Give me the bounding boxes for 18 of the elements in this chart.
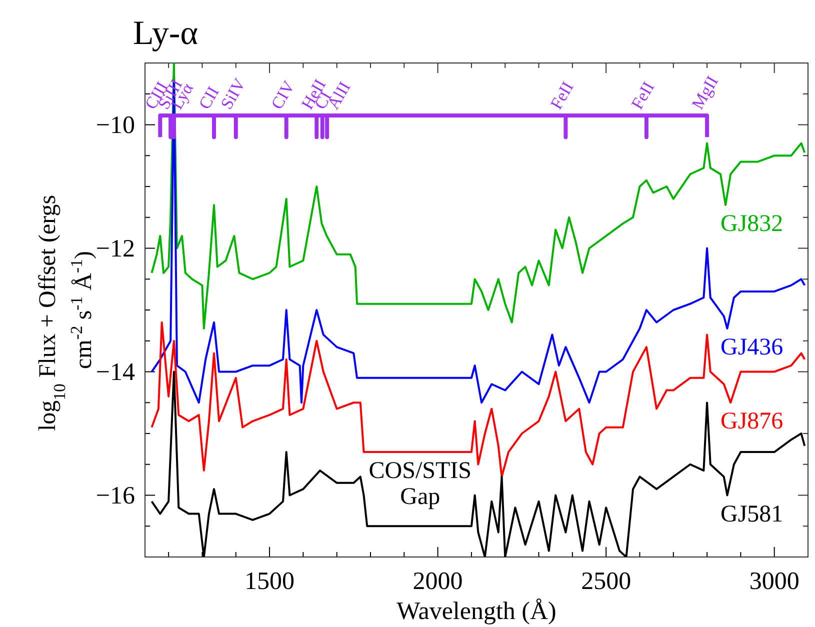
- y-tick-label: −10: [96, 112, 135, 139]
- annotation: CII: [195, 83, 223, 112]
- series-label: GJ436: [720, 334, 784, 361]
- chart-title: Ly-α: [133, 15, 198, 52]
- x-tick-label: 3000: [749, 568, 800, 595]
- y-tick-label: −12: [96, 235, 135, 262]
- x-axis-title: Wavelength (Å): [396, 598, 556, 625]
- y-tick-label: −14: [96, 358, 136, 386]
- series-label: GJ581: [720, 501, 784, 528]
- line-series: [150, 370, 806, 557]
- line-series: [150, 321, 806, 478]
- annotation: COS/STIS Gap: [368, 458, 472, 510]
- x-tick-label: 2000: [412, 568, 463, 595]
- x-tick-label: 2500: [581, 568, 632, 595]
- y-tick-label: −16: [96, 482, 135, 510]
- x-tick-label: 1500: [244, 568, 295, 595]
- series-label: GJ876: [720, 408, 784, 435]
- series-label: GJ832: [720, 211, 784, 238]
